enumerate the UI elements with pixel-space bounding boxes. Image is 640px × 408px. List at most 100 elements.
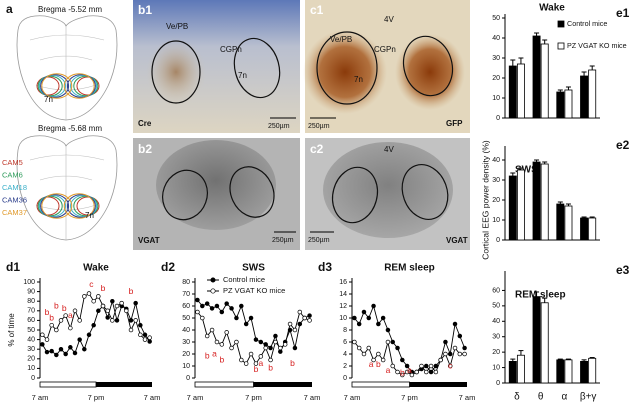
data-point [91,322,96,328]
y-tick-label: 2 [343,363,347,370]
significance-label: a [407,365,412,375]
y-tick-label: 10 [27,365,35,372]
scale-label: 250µm [308,123,330,130]
data-point [128,318,134,323]
case-contour [63,73,95,99]
significance-label: b [376,359,381,369]
data-point [376,321,381,327]
roi-outline [402,35,454,97]
legend-label: Control mice [567,19,607,28]
data-point [356,321,362,327]
significance-label: b [219,354,224,364]
bar [508,360,517,384]
panel-label: c1 [310,3,324,17]
bar [508,175,517,241]
data-point [457,351,463,357]
bar [532,35,541,119]
data-point [204,333,210,339]
y-tick-label: 50 [182,315,190,322]
y-tick-label: 20 [492,197,500,204]
data-point [263,342,268,347]
panel-label: b1 [138,3,152,17]
atlas-bg [0,0,128,256]
dark-phase [409,382,467,387]
x-tick-label: 7 am [344,393,361,402]
x-tick-label: 7 pm [401,393,418,402]
data-point [433,369,439,375]
data-point [133,300,138,306]
y-tick-label: 12 [339,303,347,310]
data-point [77,318,82,323]
data-point [452,321,458,327]
data-point [404,369,410,375]
region-label: 7n [354,75,363,84]
data-point [248,351,254,357]
panel-label: e2 [616,138,630,152]
bar [564,359,573,384]
data-point [44,349,50,355]
data-point [452,345,458,351]
data-point [380,357,386,363]
y-tick-label: 30 [492,177,500,184]
data-point [371,303,376,309]
data-point [297,309,303,315]
data-point [96,294,101,299]
data-point [82,346,87,352]
y-tick-label: 70 [182,291,190,298]
y-tick-label: 50 [492,15,500,22]
y-tick-label: 80 [27,298,35,305]
atlas-structures [29,146,105,240]
roi-outline [151,40,201,104]
data-point [195,309,200,315]
case-label: CAM5 [2,158,23,167]
bar [508,65,517,119]
data-point [424,363,429,369]
data-point [142,332,148,338]
y-axis-label: % of time [7,313,16,347]
y-tick-label: 30 [27,346,35,353]
chart-title: SWS [242,263,265,274]
bar [540,302,549,384]
x-tick-label: 7 am [144,393,161,402]
chart-title: REM sleep [515,290,566,301]
section-label: Bregma -5.52 mm [38,5,102,14]
data-point [424,369,429,375]
bar [532,161,541,241]
y-axis-label: Cortical EEG power density (%) [480,140,490,260]
data-point [263,345,268,351]
data-point [96,308,101,314]
panel-label: d1 [6,260,20,274]
y-tick-label: 0 [343,375,347,382]
data-point [282,342,288,347]
data-point [443,351,448,357]
legend-swatch [557,20,565,28]
data-point [428,363,434,369]
significance-label: b [205,351,210,361]
data-point [366,345,372,351]
data-point [239,303,244,309]
data-point [209,327,215,333]
y-tick-label: 14 [339,291,347,298]
data-point [419,363,424,369]
significance-label: b [62,303,67,313]
data-point [86,291,92,296]
data-point [214,303,220,309]
data-point [40,342,45,347]
data-point [229,345,234,351]
data-point [352,339,357,345]
chart-title: Wake [539,3,565,14]
data-point [234,339,239,345]
data-point [428,369,434,375]
roi-outline [229,166,275,218]
data-point [462,345,467,351]
series-line [197,299,310,353]
data-point [77,337,82,342]
data-point [447,363,453,369]
data-point [361,351,367,357]
y-tick-label: 40 [492,157,500,164]
y-tick-label: 30 [492,55,500,62]
data-point [433,363,439,369]
data-point [395,345,400,351]
data-point [248,315,254,321]
data-point [147,339,152,344]
